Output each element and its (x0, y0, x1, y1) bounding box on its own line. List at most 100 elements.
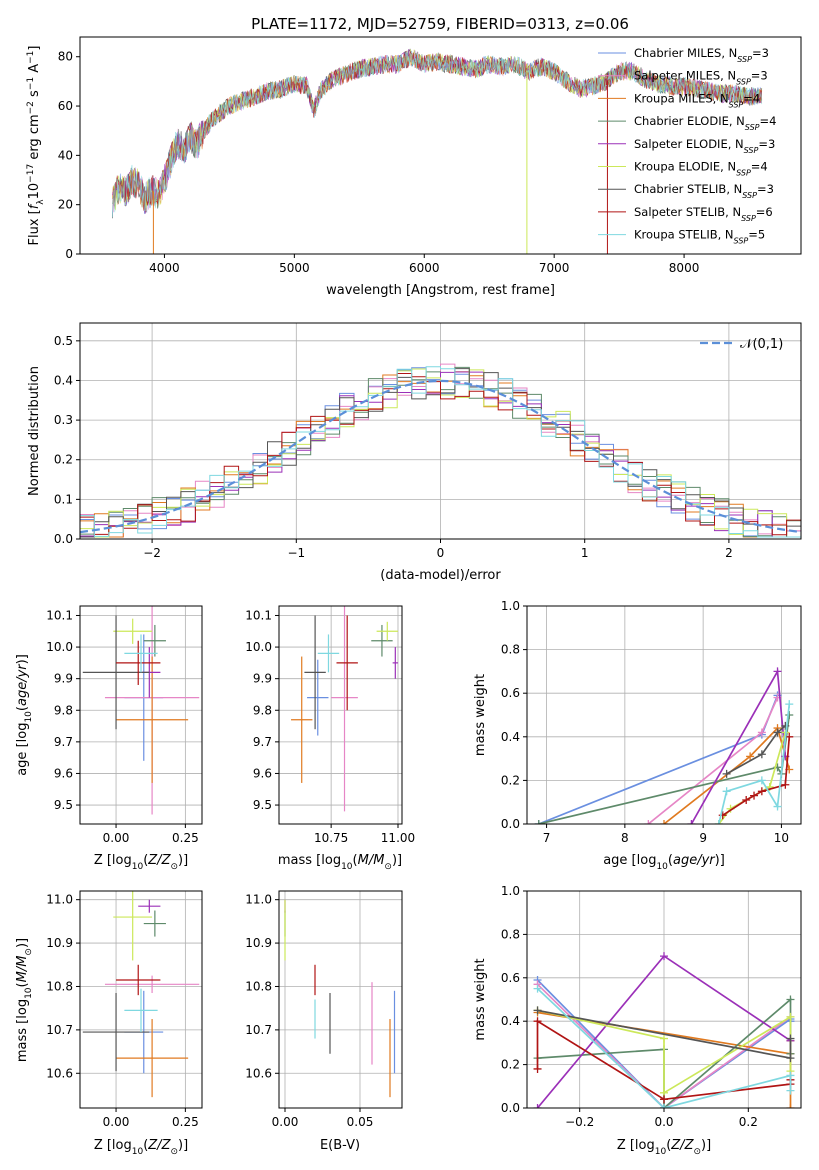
weight-marker (786, 1012, 795, 1021)
label-part: M/M (358, 853, 385, 868)
y-tick-label: 0.5 (54, 334, 73, 348)
label-part: )] (701, 1138, 711, 1153)
plot-area (80, 606, 202, 824)
y-tick-label: 10.1 (245, 608, 272, 622)
errorbar-point-2 (291, 656, 313, 783)
plot-border (79, 890, 203, 1109)
label-part: 10 (24, 987, 34, 999)
weight-marker (786, 1104, 795, 1108)
y-tick-label: 0.0 (54, 532, 73, 546)
label-part: ⊙ (24, 948, 34, 956)
weight-marker (534, 820, 543, 824)
plot-area (279, 891, 402, 1108)
label-part: 10 (27, 183, 42, 200)
weight-marker (785, 711, 794, 719)
label-part: age/yr (673, 853, 716, 868)
axes-frame: 0.00 0.05 10.6 10.7 10.8 10.9 11.0 E(B-V) (245, 890, 403, 1153)
y-tick-label: 1.0 (501, 599, 520, 613)
label-part: λ (36, 199, 46, 205)
x-tick-label: 6000 (409, 261, 440, 275)
label-part: −1 (26, 51, 36, 64)
legend-text: Kroupa STELIB, N (634, 228, 734, 242)
y-tick-label: 9.5 (54, 798, 73, 812)
y-tick-label: 11.0 (46, 893, 73, 907)
legend-text: Chabrier ELODIE, N (634, 114, 745, 128)
errorbar-point-3 (143, 624, 166, 657)
y-tick-label: 9.8 (253, 703, 272, 717)
legend-subscript: SSP (736, 168, 751, 177)
x-axis-label: Z [log10(Z/Z⊙)] (617, 1138, 711, 1157)
legend-text: =3 (752, 46, 769, 60)
errorbar-point-7 (336, 615, 358, 711)
legend-text: Chabrier MILES, N (634, 46, 737, 60)
label-part: )] (715, 853, 725, 868)
label-part: −1 (26, 77, 36, 90)
label-part: Z [log (94, 853, 132, 868)
y-tick-label: 10.0 (46, 640, 73, 654)
label-part: )] (178, 1138, 188, 1153)
axes-frame: −2 −1 0 1 2 0.0 0.1 0.2 0.3 0.4 0.5 𝒩(0,1) (data-mod… (27, 322, 802, 583)
y-tick-label: 0.8 (501, 643, 520, 657)
x-tick-label: 1 (581, 546, 589, 560)
label-part: erg cm (27, 114, 42, 163)
legend-subscript: SSP (729, 100, 744, 109)
axes-frame: −0.2 0.0 0.2 0.0 0.2 0.4 0.6 0.8 1.0 Z [log10(Z/Z… (473, 884, 802, 1157)
x-tick-label: 2 (725, 546, 733, 560)
label-part: mass [log (278, 853, 341, 868)
errorbar-point-2 (116, 656, 189, 783)
y-tick-label: 10.7 (245, 1023, 272, 1037)
weight-marker (785, 700, 794, 709)
legend-entry: Salpeter ELODIE, NSSP=3 (634, 137, 775, 155)
weight-marker (533, 1064, 542, 1073)
label-part: age [log (15, 723, 30, 776)
weight-marker (722, 787, 731, 796)
legend-text: =4 (743, 91, 760, 105)
legend-entry: Chabrier STELIB, NSSP=3 (634, 182, 774, 200)
label-part: M/M (15, 956, 30, 983)
weight-marker (533, 1104, 542, 1108)
errorbar-point-5 (113, 618, 153, 644)
label-part: 10 (132, 1147, 144, 1157)
y-tick-label: 0.6 (501, 686, 520, 700)
errorbar-point-2 (116, 1019, 189, 1098)
legend-entry: Chabrier MILES, NSSP=3 (634, 46, 769, 64)
label-part: Z/Z (670, 1138, 694, 1153)
legend-text: =5 (748, 228, 765, 242)
x-axis-label: (data-model)/error (380, 568, 501, 583)
label-part: Flux [ (27, 209, 42, 245)
errorbar-point-7 (116, 964, 161, 996)
label-part: )] (178, 853, 188, 868)
label-part: Z/Z (147, 1138, 171, 1153)
errorbar-point-6 (82, 992, 150, 1072)
legend-subscript: SSP (742, 191, 757, 200)
legend-text: =3 (758, 137, 775, 151)
legend-text: =4 (760, 114, 777, 128)
weight-marker (660, 820, 668, 824)
y-axis-label: mass [log10(M/M⊙)] (15, 938, 34, 1062)
errorbar-point-6 (82, 615, 150, 730)
x-tick-label: 0.00 (103, 831, 130, 845)
y-tick-label: 20 (58, 198, 73, 212)
plot-area (112, 48, 763, 254)
y-tick-label: 0 (65, 247, 73, 261)
x-tick-label: 0.0 (654, 1115, 673, 1129)
label-part: Z [log (94, 1138, 132, 1153)
x-axis-label: mass [log10(M/M⊙)] (278, 853, 402, 872)
weight-marker (786, 1071, 795, 1080)
x-tick-label: 0.25 (172, 831, 199, 845)
x-tick-label: 10.75 (314, 831, 348, 845)
label-part: ( (143, 1138, 148, 1153)
weight-marker (533, 984, 542, 993)
x-axis-label: E(B-V) (320, 1138, 360, 1153)
spectrum-line-8 (112, 50, 763, 218)
label-part: 10 (655, 1147, 667, 1157)
weight-marker (786, 995, 795, 1004)
x-tick-label: 0.00 (272, 1115, 299, 1129)
weight-marker (785, 732, 794, 741)
x-tick-label: 0.00 (103, 1115, 130, 1129)
legend-subscript: SSP (734, 236, 749, 245)
y-tick-label: 0.2 (501, 1058, 520, 1072)
legend-entry: 𝒩(0,1) (740, 337, 783, 352)
legend-text: =6 (756, 205, 773, 219)
plot-area (527, 891, 801, 1108)
